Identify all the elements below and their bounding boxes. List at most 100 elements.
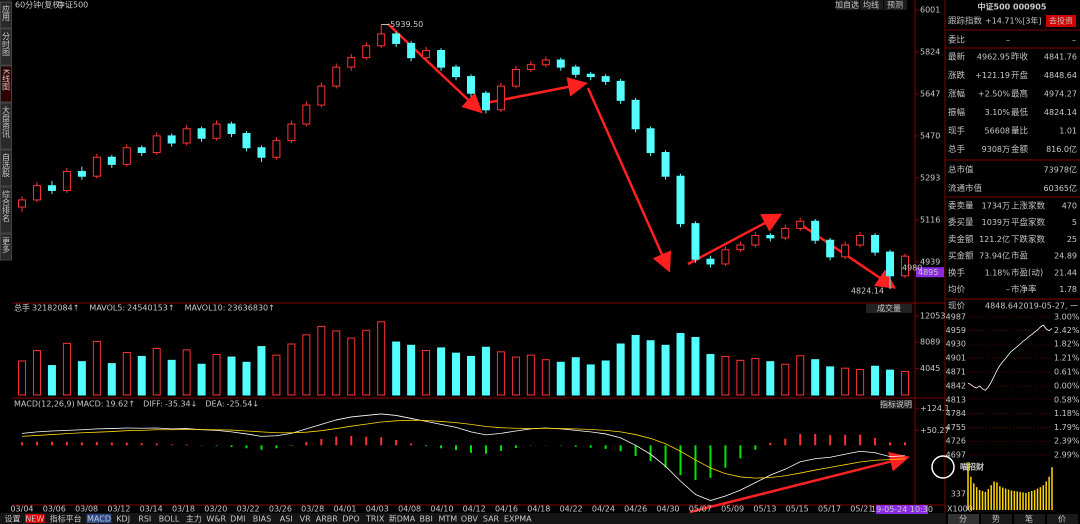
- candle-body: [811, 220, 820, 241]
- volume-bar: [571, 357, 580, 396]
- volume-bar: [197, 363, 206, 396]
- mini-tab[interactable]: [948, 514, 979, 524]
- sidebar-tab[interactable]: [0, 28, 12, 66]
- sidebar-tab[interactable]: [0, 233, 12, 261]
- date-label: 05/21: [850, 505, 873, 514]
- quote-value: 21.44: [1054, 268, 1077, 277]
- header-button[interactable]: [884, 0, 907, 10]
- candle-body: [646, 128, 655, 154]
- mini-tab[interactable]: [1014, 514, 1045, 524]
- quote-label: 换手: [948, 267, 966, 278]
- watermark: 喵招财: [960, 462, 984, 472]
- quote-label: 流通市值: [948, 183, 983, 194]
- macd-button[interactable]: [880, 400, 912, 409]
- candle-body: [407, 42, 416, 59]
- quote-label: 最低: [1011, 107, 1029, 118]
- toolbar-item[interactable]: 主力: [186, 514, 202, 524]
- toolbar-item[interactable]: ASI: [280, 515, 293, 524]
- quote-value: 1039万: [982, 218, 1010, 227]
- price-marker-label: 4895: [918, 268, 938, 277]
- macd-header-label: MACD(12,26,9): [14, 400, 75, 409]
- sidebar-tab[interactable]: [0, 1, 12, 29]
- volume-bar: [332, 330, 341, 396]
- candle-body: [676, 175, 685, 225]
- sidebar-tab[interactable]: [0, 102, 12, 150]
- volume-header-value: 32182084↑: [32, 304, 79, 313]
- toolbar-item[interactable]: 新DMA: [389, 514, 416, 524]
- mini-tab[interactable]: [1047, 514, 1078, 524]
- toolbar-item[interactable]: 指标平台: [50, 514, 82, 524]
- sidebar-tab[interactable]: [0, 65, 12, 103]
- date-label: 05/13: [753, 505, 776, 514]
- candle-body: [601, 76, 610, 82]
- date-label: 04/01: [333, 505, 356, 514]
- mini-vol-tick: 337: [951, 489, 966, 498]
- header-button-label: 均线: [863, 0, 879, 10]
- toolbar-item[interactable]: DMI: [230, 515, 245, 524]
- toolbar-item[interactable]: MACD: [87, 515, 111, 524]
- toolbar-item[interactable]: EXPMA: [504, 515, 532, 524]
- date-label: 04/08: [398, 505, 421, 514]
- toolbar-item[interactable]: NEW: [25, 515, 44, 524]
- volume-bar: [856, 369, 865, 396]
- index-name: 中证500: [57, 0, 88, 10]
- toolbar-item[interactable]: VR: [300, 515, 311, 524]
- volume-header-value: 23636830↑: [227, 304, 274, 313]
- candle-body: [62, 170, 71, 191]
- volume-bar: [18, 360, 26, 396]
- mini-tab-label: 笔: [1025, 514, 1033, 524]
- volume-bar: [287, 343, 296, 396]
- quote-value: 56608: [985, 127, 1010, 136]
- invest-button[interactable]: [1046, 15, 1076, 27]
- toolbar-item[interactable]: DPO: [342, 515, 359, 524]
- date-label: 05/07: [689, 505, 712, 514]
- mini-pct-label: 0.61%: [1054, 368, 1080, 377]
- candle-body: [47, 185, 56, 191]
- toolbar-item[interactable]: SAR: [483, 515, 500, 524]
- header-button[interactable]: [836, 0, 859, 10]
- low-label: 4824.14: [851, 287, 884, 296]
- toolbar-item[interactable]: ARBR: [316, 515, 339, 524]
- toolbar-item[interactable]: BIAS: [253, 515, 271, 524]
- sidebar-tab[interactable]: [0, 186, 12, 234]
- header-button[interactable]: [860, 0, 883, 10]
- candle-body: [556, 59, 565, 68]
- volume-button[interactable]: [866, 304, 912, 313]
- toolbar-item[interactable]: BBI: [420, 515, 433, 524]
- toolbar-item[interactable]: MTM: [438, 515, 457, 524]
- volume-bar: [32, 350, 41, 396]
- date-label: 05/09: [721, 505, 744, 514]
- quote-value: 60365亿: [1044, 183, 1077, 193]
- toolbar-item[interactable]: W&R: [206, 515, 226, 524]
- toolbar-highlight: [86, 514, 112, 523]
- candle-body: [751, 234, 760, 246]
- macd-header-label: MACD:: [77, 400, 104, 409]
- toolbar-item[interactable]: OBV: [461, 515, 479, 524]
- candle-body: [257, 147, 266, 158]
- candle-body: [586, 73, 595, 78]
- macd-header-value: 19.62↑: [105, 400, 135, 409]
- toolbar-item[interactable]: BOLL: [159, 515, 180, 524]
- date-label: 03/04: [10, 505, 33, 514]
- volume-bar: [257, 346, 266, 396]
- quote-value: 1.18%: [985, 268, 1011, 277]
- date-label: 04/03: [366, 505, 389, 514]
- high-label: 5939.50: [390, 20, 423, 29]
- candle-body: [691, 223, 700, 260]
- toolbar-item[interactable]: TRIX: [365, 515, 385, 524]
- price-tick-label: 5470: [920, 131, 940, 140]
- quote-label: 市盈: [1011, 251, 1029, 262]
- mini-tab[interactable]: [981, 514, 1012, 524]
- toolbar-item[interactable]: RSI: [138, 515, 151, 524]
- toolbar-item[interactable]: 设置: [5, 514, 21, 524]
- candle-body: [137, 147, 146, 153]
- price-tick-label: 5824: [920, 47, 940, 56]
- volume-bar: [631, 335, 640, 396]
- sidebar-tab[interactable]: [0, 149, 12, 187]
- toolbar-item[interactable]: KDJ: [116, 515, 130, 524]
- candle-body: [766, 234, 775, 239]
- quote-label: 昨收: [1011, 52, 1029, 63]
- volume-bar: [811, 359, 820, 396]
- quote-value: 25: [1067, 235, 1077, 244]
- quote-label: 总市值: [948, 165, 974, 176]
